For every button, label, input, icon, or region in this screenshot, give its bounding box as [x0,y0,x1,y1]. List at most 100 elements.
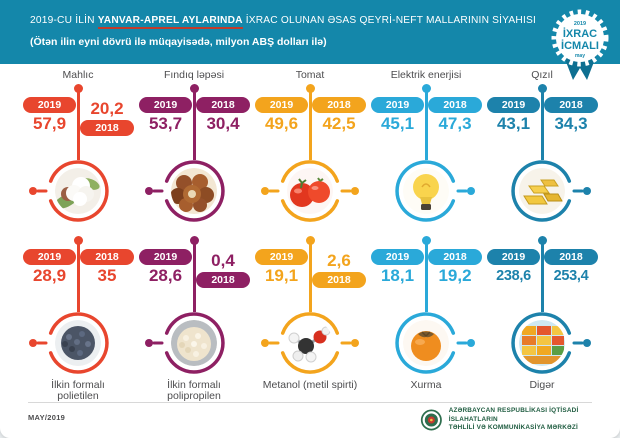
group-2019: 2019 238,6 [487,249,540,286]
year-badge-2018: 2018 [80,120,134,136]
product-ring [145,160,225,222]
product-ring [395,312,475,374]
connector-dot [261,339,269,347]
product-item-4: Elektrik enerjisi 2019 45,1 2018 47,3 [370,70,482,226]
ring-arc [511,160,572,222]
product-title: Qızıl [531,69,553,81]
product-ring [511,312,591,374]
connector-dot [261,187,269,195]
product-figure: 2019 28,9 2018 35 [22,236,134,378]
value-2019: 53,7 [148,114,183,133]
value-2019: 45,1 [380,114,415,133]
year-badge-2019: 2019 [23,97,76,113]
product-figure: 2019 45,1 2018 47,3 [370,84,482,226]
value-2019: 238,6 [496,268,531,284]
connector-dot [29,187,37,195]
product-ring [29,312,109,374]
value-2018: 20,2 [90,99,124,118]
value-2019: 57,9 [32,114,67,133]
stem-line [192,240,196,312]
gold-image [519,168,565,214]
year-badge-2019: 2019 [255,97,308,113]
product-title: İlkin formalı polietilen [51,379,105,402]
group-2018: 2,6 2018 [312,249,366,288]
stem-line [540,240,544,312]
value-2018: 19,2 [438,266,472,285]
ring-arc [280,199,340,222]
ring-arc [164,160,225,222]
year-badge-2019: 2019 [23,249,76,265]
product-item-1: Mahlıc 2019 57,9 20,2 2018 [22,70,134,226]
year-badge-2019: 2019 [139,97,192,113]
group-2019: 2019 53,7 [139,97,192,134]
connector-dot [351,187,359,195]
seal-scallop-edge [551,9,609,67]
group-2019: 2019 28,9 [23,249,76,286]
value-2018: 42,5 [322,114,356,133]
year-badge-2018: 2018 [80,249,134,265]
group-2019: 2019 45,1 [371,97,424,134]
year-badge-2018: 2018 [428,97,482,113]
value-2019: 49,6 [264,114,299,133]
product-title: Digər [529,379,555,391]
group-2019: 2019 28,6 [139,249,192,286]
product-ring [395,160,475,222]
seal-month: may [575,53,585,59]
group-2018: 2018 47,3 [428,97,482,134]
product-figure: 2019 43,1 2018 34,3 [486,84,598,226]
stem-line [424,88,428,160]
methanol-image [287,320,333,366]
items-row-1: Mahlıc 2019 57,9 20,2 2018 Fındıq ləpəsi 2019 5… [22,70,598,226]
tomato-image [287,168,333,214]
footer-divider [28,402,592,403]
footer-org-line2: TƏHLİLİ VƏ KOMMUNİKASİYA MƏRKƏZİ [448,424,578,431]
title-suffix: İXRAC OLUNAN ƏSAS QEYRİ-NEFT MALLARININ … [242,15,537,26]
product-title: Tomat [295,69,325,81]
connector-dot [467,187,475,195]
containers-image [519,320,565,366]
footer-org: AZƏRBAYCAN RESPUBLİKASI İQTİSADİ İSLAHAT… [420,407,620,433]
connector-dot [145,187,153,195]
pe-image [55,320,101,366]
value-2019: 18,1 [380,266,415,285]
year-badge-2019: 2019 [371,249,424,265]
product-title: İlkin formalı polipropilen [167,379,221,402]
stem-line [192,88,196,160]
group-2019: 2019 19,1 [255,249,308,286]
product-title: Metanol (metil spirti) [262,379,358,391]
connector-dot [583,339,591,347]
year-badge-2018: 2018 [312,272,366,288]
seal-title-2: İCMALI [561,39,599,52]
product-figure: 2019 57,9 20,2 2018 [22,84,134,226]
year-badge-2019: 2019 [255,249,308,265]
year-badge-2018: 2018 [312,97,366,113]
value-2019: 19,1 [264,266,299,285]
year-badge-2018: 2018 [196,272,250,288]
product-ring [261,312,359,374]
ring-arc [395,160,456,222]
product-title: Xurma [410,379,442,391]
stem-line [424,240,428,312]
header: 2019-CU İLİN YANVAR-APREL AYLARINDA İXRA… [0,0,620,80]
ring-arc [395,312,456,374]
group-2018: 2018 35 [80,249,134,286]
product-item-8: 2019 19,1 2,6 2018 Metanol (metil spirti) [254,236,366,402]
product-title: Mahlıc [62,69,94,81]
group-2019: 2019 49,6 [255,97,308,134]
aerc-emblem-icon [420,409,442,431]
stem-line [308,240,312,312]
connector-dot [583,187,591,195]
bulb-image [403,168,449,214]
cotton-image [55,168,101,214]
product-item-3: Tomat 2019 49,6 2018 42,5 [254,70,366,226]
ring-arc [164,312,225,374]
connector-dot [145,339,153,347]
product-item-6: 2019 28,9 2018 35 İlkin formalı polietilen [22,236,134,402]
title-line2: (Ötən ilin eyni dövrü ilə müqayisədə, mi… [30,36,327,48]
seal-circle [556,14,604,62]
product-ring [261,160,359,222]
title-prefix: 2019-CU İLİN [30,15,98,26]
stem-line [540,88,544,160]
product-title: Fındıq ləpəsi [163,69,225,81]
